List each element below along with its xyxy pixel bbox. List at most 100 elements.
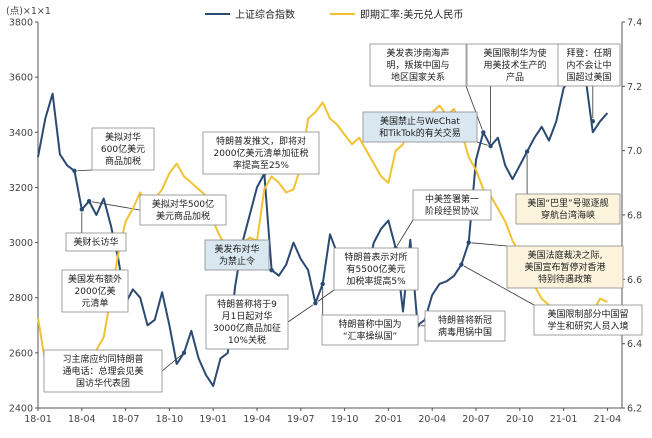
annotation-text: 美国限制部分中国留: [547, 308, 628, 320]
annotation-text: 美元商品加税: [156, 210, 210, 222]
annotation-text: 地区国家关系: [391, 71, 445, 83]
y-left-tick-label: 3400: [9, 128, 33, 139]
annotation-text: 阶段经贸协议: [425, 205, 479, 217]
annotation-text: 美国法庭裁决之际,: [528, 249, 603, 261]
y-left-tick-label: 2800: [9, 293, 33, 304]
x-tick-label: 18-07: [112, 414, 140, 425]
y-left-tick-label: 3800: [9, 18, 33, 29]
annotation-text: 产品: [506, 71, 524, 83]
annotation-text: 2000亿美: [75, 285, 116, 297]
annotation-text: 率提高至25%: [233, 159, 289, 171]
annotation-text: 元清单: [81, 297, 108, 309]
x-tick-label: 18-01: [24, 414, 52, 425]
x-tick-label: 19-10: [331, 414, 359, 425]
annotation-text: 美国禁止与WeChat: [380, 115, 460, 127]
annotation-text: “汇率操纵国”: [343, 330, 397, 342]
x-tick-label: 19-01: [199, 414, 227, 425]
x-tick-label: 19-07: [287, 414, 315, 425]
annotation-text: 拜登：任期: [566, 47, 611, 59]
y-right-tick-label: 7.0: [627, 146, 642, 157]
y-right-tick-label: 6.6: [627, 275, 642, 286]
y-unit-label: (点)×1×1: [6, 6, 51, 17]
x-tick-label: 19-04: [243, 414, 271, 425]
legend-label-fx: 即期汇率:美元兑人民币: [360, 8, 463, 21]
y-right-tick-label: 6.4: [627, 339, 642, 350]
annotation-text: 美发表涉南海声: [386, 47, 449, 59]
annotation-text: 为禁止令: [219, 255, 255, 267]
y-left-tick-label: 2400: [9, 404, 33, 415]
annotation-text: 月1日起对华: [222, 310, 273, 322]
annotation-text: 有5500亿美元: [347, 263, 406, 275]
x-tick-label: 21-04: [594, 414, 622, 425]
x-tick-label: 21-01: [550, 414, 578, 425]
y-right-tick-label: 7.4: [627, 18, 642, 29]
annotation-text: 2000亿美元清单加征税: [214, 147, 309, 159]
annotation-text: 学生和研究人员入境: [547, 320, 628, 332]
y-right-tick-label: 7.2: [627, 82, 642, 93]
annotation-text: 习主席应约同特朗普: [62, 353, 143, 365]
annotation-text: 10%关税: [228, 334, 266, 346]
annotation-text: 特朗普将新冠: [438, 314, 492, 326]
annotation-text: 明，叛拨中国与: [386, 59, 449, 71]
annotation-text: 穿航台湾海峡: [541, 209, 595, 221]
annotation-text: 3000亿商品加征: [213, 322, 281, 334]
annotation-text: 美国限制华为使: [483, 47, 546, 59]
annotation-text: 美国发布额外: [68, 273, 122, 285]
annotation-text: 通电话：总理会见美: [62, 365, 143, 377]
annotation-text: 内不会让中: [566, 59, 611, 71]
x-tick-label: 20-04: [418, 414, 446, 425]
annotation-text: 特朗普称中国为: [338, 318, 401, 330]
annotation-text: 美拟对华500亿: [152, 198, 214, 210]
x-tick-label: 20-07: [462, 414, 490, 425]
annotation-text: 特朗普称将于9: [217, 298, 277, 310]
annotation-text: 特朗普发推文，即将对: [216, 135, 306, 147]
y-left-tick-label: 3000: [9, 238, 33, 249]
annotation-text: 特别待遇政策: [538, 273, 592, 285]
y-left-tick-label: 3200: [9, 183, 33, 194]
annotation-text: 加税率提高5%: [346, 275, 406, 287]
annotation-text: 600亿美元: [101, 143, 145, 155]
annotation: 美财长访华: [66, 233, 126, 251]
x-tick-label: 20-01: [375, 414, 403, 425]
annotation-text: 用美技术生产的: [483, 59, 546, 71]
y-left-tick-label: 3600: [9, 73, 33, 84]
annotation-text: 美国“巴里”号驱逐舰: [527, 197, 608, 209]
annotation-text: 美国宣布暂停对香港: [524, 261, 605, 273]
annotation-text: 商品加税: [105, 155, 141, 167]
y-right-tick-label: 6.8: [627, 211, 642, 222]
legend-label-index: 上证综合指数: [235, 8, 295, 21]
y-left-tick-label: 2600: [9, 348, 33, 359]
annotation-text: 中美签署第一: [425, 193, 479, 205]
y-right-tick-label: 6.2: [627, 404, 642, 415]
annotation-text: 国超过美国: [566, 71, 611, 83]
annotation-text: 国访华代表团: [76, 377, 130, 389]
annotation-text: 病毒甩锅中国: [438, 326, 492, 338]
annotation-text: 特朗普表示对所: [344, 251, 407, 263]
x-tick-label: 18-10: [156, 414, 184, 425]
x-tick-label: 20-10: [506, 414, 534, 425]
annotation-text: 美发布对华: [214, 243, 259, 255]
x-tick-label: 18-04: [68, 414, 96, 425]
annotation: 特朗普称中国为“汇率操纵国”: [322, 315, 418, 345]
annotation-text: 美财长访华: [73, 236, 118, 248]
annotation-text: 和TikTok的有关交易: [379, 127, 461, 139]
annotation-text: 美拟对华: [105, 131, 141, 143]
